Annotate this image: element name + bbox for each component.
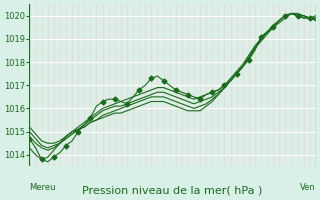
Text: Mereu: Mereu bbox=[29, 183, 56, 192]
X-axis label: Pression niveau de la mer( hPa ): Pression niveau de la mer( hPa ) bbox=[83, 186, 263, 196]
Text: Ven: Ven bbox=[300, 183, 316, 192]
